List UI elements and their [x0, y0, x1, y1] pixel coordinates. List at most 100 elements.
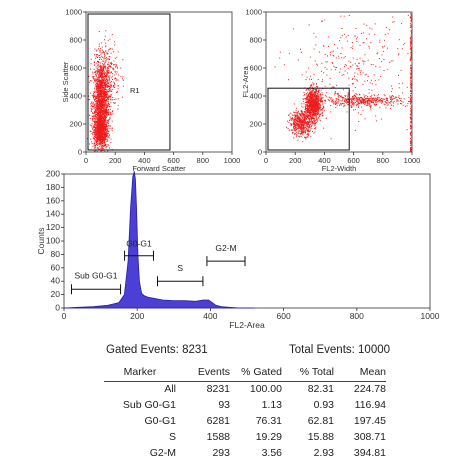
scatter-point [293, 133, 295, 135]
scatter-point [94, 95, 96, 97]
scatter-point [317, 93, 319, 95]
scatter-point [306, 88, 308, 90]
scatter-point [410, 56, 411, 58]
scatter-point [302, 125, 303, 127]
scatter-point [294, 133, 296, 134]
scatter-point [343, 105, 345, 107]
scatter-point [102, 140, 104, 142]
scatter-point [94, 96, 96, 97]
scatter-point [97, 70, 99, 72]
scatter-point [363, 23, 365, 25]
scatter-point [104, 52, 106, 54]
scatter-point [381, 61, 383, 63]
scatter-point [410, 101, 412, 103]
scatter-point [98, 95, 99, 97]
scatter-point [107, 63, 109, 65]
scatter-point [98, 117, 100, 118]
scatter-point [310, 91, 312, 93]
scatter-point [95, 116, 97, 118]
scatter-point [307, 108, 309, 110]
scatter-point [103, 92, 105, 94]
scatter-point [97, 124, 99, 125]
scatter-point [98, 70, 100, 72]
scatter-point [410, 84, 412, 86]
scatter-point [312, 89, 314, 91]
scatter-point [102, 78, 103, 80]
scatter-point [383, 103, 385, 105]
scatter-point [395, 96, 397, 98]
scatter-point [104, 127, 106, 129]
scatter-point [312, 100, 314, 102]
scatter-point [101, 90, 103, 91]
scatter-point [116, 67, 118, 69]
scatter-point [95, 80, 97, 82]
scatter-point [410, 75, 412, 77]
scatter-point [101, 56, 103, 58]
scatter-point [114, 57, 116, 59]
scatter-point [107, 105, 109, 107]
scatter-point [314, 60, 316, 62]
scatter-point [302, 106, 304, 108]
scatter-point [316, 114, 317, 116]
scatter-point [97, 123, 99, 125]
scatter-point [308, 101, 310, 103]
scatter-point [334, 101, 336, 103]
scatter-point [97, 129, 99, 131]
scatter-point [107, 81, 109, 83]
scatter-point [410, 86, 412, 88]
scatter-point [410, 99, 411, 101]
scatter-point [383, 94, 385, 96]
scatter-point [334, 102, 336, 104]
scatter-point [410, 19, 412, 21]
scatter-point [319, 120, 321, 122]
scatter-point [107, 123, 109, 125]
scatter-point [97, 128, 99, 130]
scatter-point [305, 79, 307, 80]
scatter-point [361, 98, 363, 100]
scatter-point [97, 90, 99, 92]
scatter-point [104, 84, 106, 86]
scatter-point [317, 101, 319, 102]
scatter-point [301, 129, 303, 131]
scatter-point [109, 65, 110, 67]
scatter-point [387, 47, 388, 49]
scatter-point [325, 117, 327, 119]
scatter-point [390, 101, 392, 103]
scatter-point [410, 26, 412, 28]
scatter-point [96, 138, 98, 140]
scatter-point [311, 127, 313, 129]
scatter-point [410, 121, 412, 123]
scatter-point [335, 100, 337, 102]
scatter-point [341, 96, 343, 98]
scatter-point [101, 75, 103, 77]
scatter-point [101, 127, 103, 129]
scatter-point [289, 116, 291, 118]
scatter-point [410, 90, 411, 92]
scatter-point [101, 96, 103, 98]
scatter-point [410, 150, 411, 151]
scatter-point [97, 110, 99, 111]
scatter-point [108, 79, 110, 81]
scatter-point [311, 100, 313, 102]
scatter-point [308, 24, 310, 26]
scatter-point [92, 105, 94, 107]
scatter-point [323, 72, 325, 74]
scatter-point [393, 21, 395, 23]
scatter-point [341, 97, 343, 99]
scatter-point [324, 54, 326, 55]
scatter-point [105, 67, 107, 69]
scatter-point [298, 124, 299, 125]
scatter-point [306, 129, 308, 131]
scatter-point [312, 94, 314, 96]
scatter-point [111, 99, 113, 101]
scatter-point [357, 102, 359, 104]
scatter-point [386, 104, 388, 106]
scatter-point [306, 123, 308, 125]
scatter-point [115, 66, 116, 68]
scatter-point [106, 59, 108, 61]
scatter-point [110, 90, 112, 92]
scatter-point [304, 117, 306, 119]
scatter-point [403, 98, 405, 100]
scatter-point [96, 49, 98, 51]
scatter-point [112, 88, 114, 90]
